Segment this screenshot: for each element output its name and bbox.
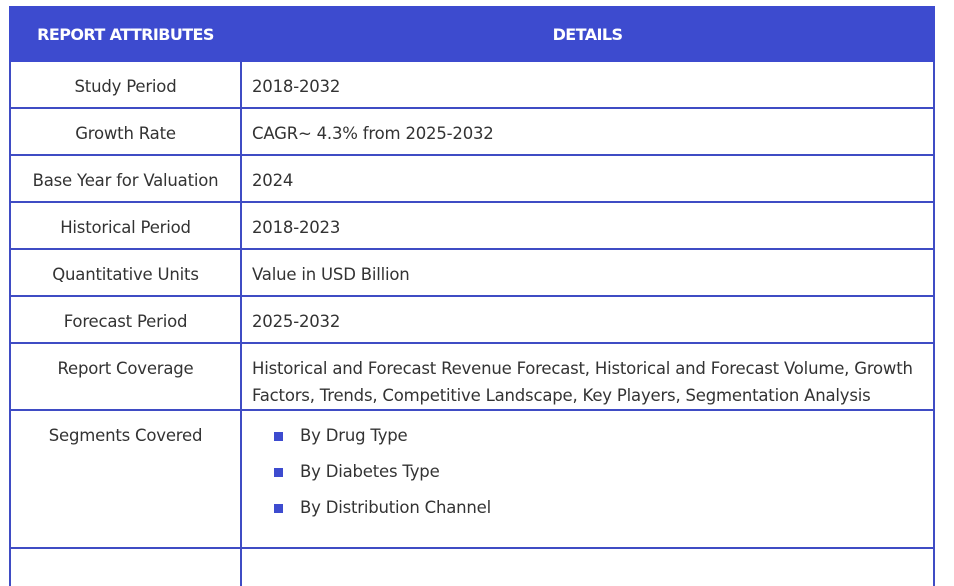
table-row: Historical Period 2018-2023 (9, 201, 935, 250)
table-row (9, 547, 935, 586)
attribute-cell: Forecast Period (9, 295, 242, 344)
table-row: Growth Rate CAGR~ 4.3% from 2025-2032 (9, 107, 935, 156)
header-cell: DETAILS (240, 6, 935, 62)
segment-item: By Drug Type (274, 422, 923, 458)
details-cell: 2025-2032 (240, 295, 935, 344)
segment-item: By Distribution Channel (274, 494, 923, 530)
attribute-cell: Quantitative Units (9, 248, 242, 297)
details-cell: Historical and Forecast Revenue Forecast… (240, 342, 935, 411)
header-cell: REPORT ATTRIBUTES (9, 6, 242, 62)
segment-list: By Drug Type By Diabetes Type By Distribut… (252, 422, 923, 530)
attribute-cell: Report Coverage (9, 342, 242, 411)
attribute-cell: Segments Covered (9, 409, 242, 549)
table-row: Study Period 2018-2032 (9, 60, 935, 109)
table-row: Base Year for Valuation 2024 (9, 154, 935, 203)
attribute-cell: Historical Period (9, 201, 242, 250)
attribute-cell: Base Year for Valuation (9, 154, 242, 203)
report-table: REPORT ATTRIBUTES DETAILS Study Period 20… (9, 6, 935, 586)
table-row: Quantitative Units Value in USD Billion (9, 248, 935, 297)
table-row: Report Coverage Historical and Forecast R… (9, 342, 935, 411)
table-row: Segments Covered By Drug Type By Diabetes … (9, 409, 935, 549)
attribute-cell (9, 547, 242, 586)
details-cell: 2018-2032 (240, 60, 935, 109)
details-cell: 2018-2023 (240, 201, 935, 250)
details-cell (240, 547, 935, 586)
details-cell: 2024 (240, 154, 935, 203)
details-cell: Value in USD Billion (240, 248, 935, 297)
attribute-cell: Study Period (9, 60, 242, 109)
table-row: Forecast Period 2025-2032 (9, 295, 935, 344)
details-cell: By Drug Type By Diabetes Type By Distribut… (240, 409, 935, 549)
details-cell: CAGR~ 4.3% from 2025-2032 (240, 107, 935, 156)
header-row: REPORT ATTRIBUTES DETAILS (9, 6, 935, 62)
segment-item: By Diabetes Type (274, 458, 923, 494)
attribute-cell: Growth Rate (9, 107, 242, 156)
